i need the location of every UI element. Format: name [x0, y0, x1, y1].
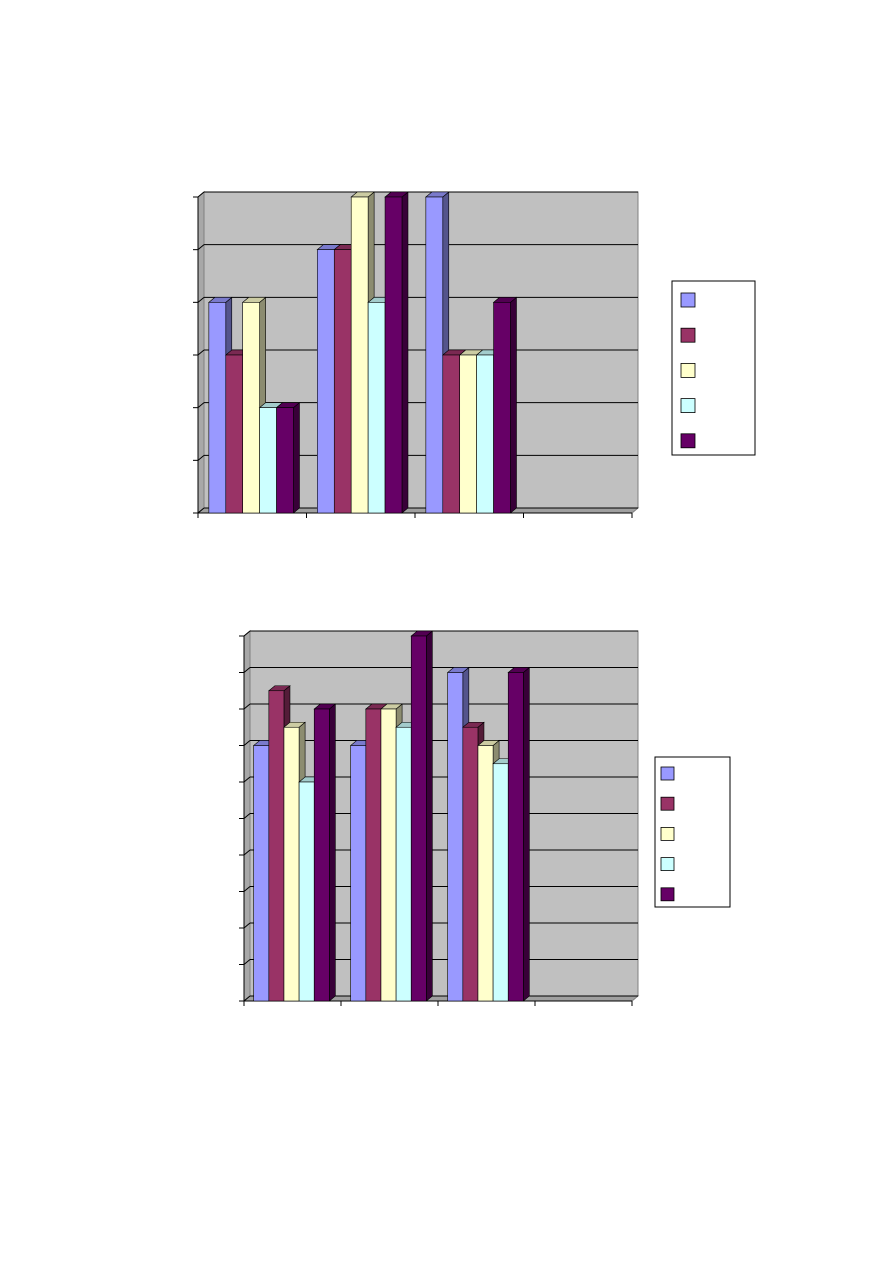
grid-line-side: [197, 507, 205, 514]
grid-line-side: [243, 849, 251, 856]
grid-line-side: [243, 959, 251, 965]
bar: [242, 302, 260, 514]
grid-line-side: [243, 886, 251, 892]
bar: [350, 196, 369, 514]
legend-swatch: [660, 796, 675, 811]
bar: [225, 354, 244, 514]
bar: [425, 196, 444, 514]
bar: [350, 745, 367, 1002]
bar: [477, 745, 494, 1002]
bar: [298, 781, 315, 1002]
bar-side: [293, 402, 300, 514]
legend-swatch: [680, 398, 696, 414]
bar: [367, 302, 386, 514]
grid-line-side: [197, 454, 205, 461]
bar: [459, 354, 477, 514]
grid-line-side: [197, 244, 205, 251]
grid-line-side: [197, 349, 205, 356]
bar: [447, 672, 464, 1002]
grid-line-side: [243, 995, 251, 1002]
bar: [492, 763, 509, 1002]
bar: [259, 407, 277, 514]
grid-line-side: [197, 296, 205, 303]
grid-line-side: [243, 740, 251, 746]
bar: [365, 708, 382, 1002]
bar-side: [510, 296, 517, 514]
bar: [410, 635, 427, 1002]
bar: [283, 726, 300, 1002]
bar: [493, 302, 511, 514]
legend-swatch: [680, 327, 696, 343]
bar: [507, 672, 524, 1002]
grid-line-side: [197, 402, 205, 409]
bar: [395, 726, 412, 1002]
bar-side: [523, 666, 530, 1002]
bar: [333, 249, 352, 514]
bar-side: [329, 703, 336, 1002]
bar: [253, 745, 270, 1002]
bar: [462, 726, 479, 1002]
legend-swatch: [680, 292, 696, 308]
bar-side: [401, 191, 409, 514]
legend-swatch: [680, 433, 696, 449]
bar: [276, 407, 294, 514]
grid-line-side: [243, 776, 251, 783]
bar-side: [426, 630, 433, 1002]
legend-swatch: [660, 766, 675, 781]
legend-swatch: [680, 362, 696, 378]
legend-swatch: [660, 887, 675, 902]
grid-line-side: [243, 630, 251, 637]
grid-line-side: [243, 922, 251, 929]
grid-line-side: [243, 813, 251, 819]
bar: [313, 708, 330, 1002]
legend-swatch: [660, 827, 675, 841]
bar: [442, 354, 461, 514]
grid-line-side: [243, 703, 251, 710]
bar: [208, 302, 227, 514]
bar: [476, 354, 494, 514]
grid-line-side: [197, 191, 205, 198]
bar: [268, 690, 285, 1002]
legend-swatch: [660, 857, 675, 871]
bar: [380, 708, 397, 1002]
grid-line-side: [243, 667, 251, 673]
bar: [317, 249, 335, 514]
bar: [384, 196, 403, 514]
